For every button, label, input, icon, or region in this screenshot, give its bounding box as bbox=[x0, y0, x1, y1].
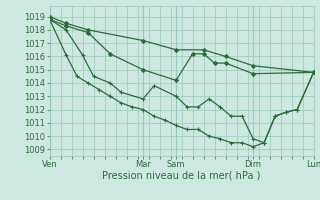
X-axis label: Pression niveau de la mer( hPa ): Pression niveau de la mer( hPa ) bbox=[102, 171, 261, 181]
